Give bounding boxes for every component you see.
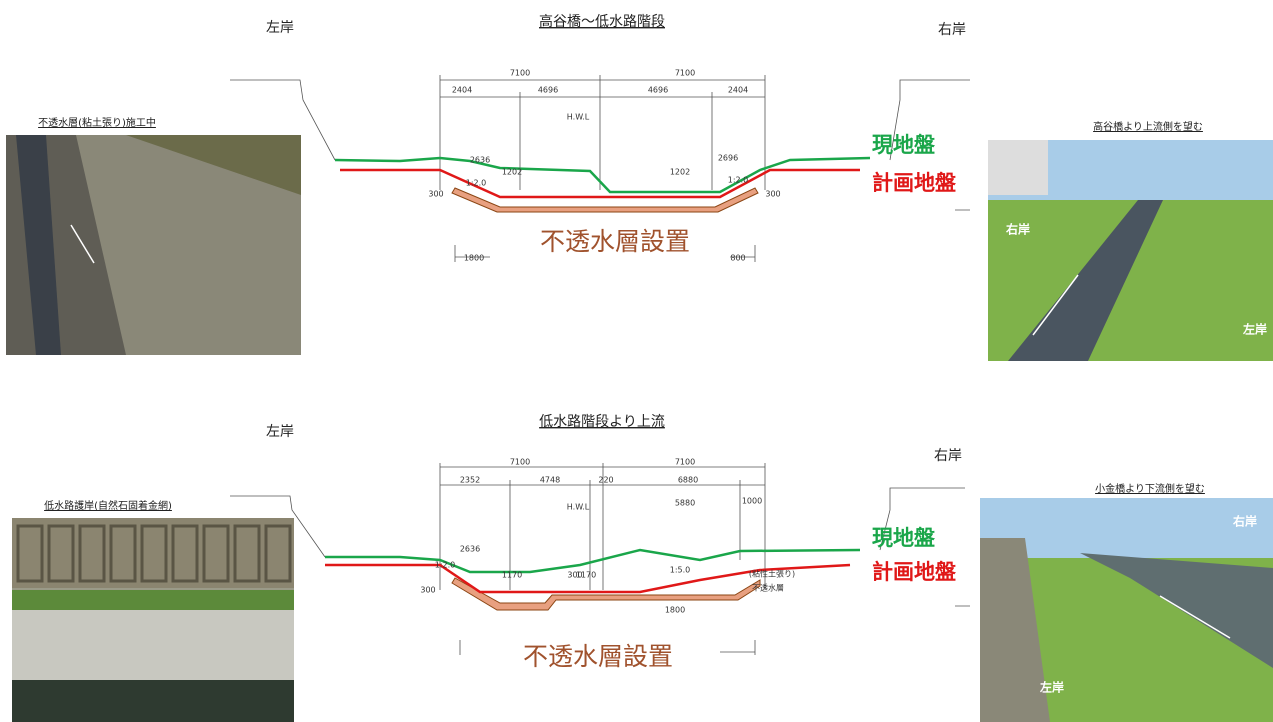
dimension-label: 1000 xyxy=(742,497,762,506)
dimension-label: H.W.L xyxy=(567,113,590,122)
impermeable-layer xyxy=(451,187,759,213)
section-title: 高谷橋～低水路階段 xyxy=(539,13,665,30)
photo-part xyxy=(47,524,75,583)
photo-part xyxy=(12,680,294,722)
bank-label: 左岸 xyxy=(266,20,294,36)
dimension-label: 300 xyxy=(428,190,443,199)
legend-existing: 現地盤 xyxy=(872,526,936,550)
existing-ground xyxy=(325,548,861,574)
arrow xyxy=(1032,274,1079,336)
dimension-label: 4696 xyxy=(538,86,558,95)
dimension-label: 2696 xyxy=(718,154,738,163)
photo-caption: 小金橋より下流側を望む xyxy=(1095,482,1205,495)
photo-part xyxy=(980,498,1273,558)
photo-part xyxy=(12,610,294,680)
dimension-label: 2404 xyxy=(728,86,748,95)
photo-part xyxy=(171,524,199,583)
photo-part xyxy=(16,524,44,583)
photo-part xyxy=(78,524,106,583)
dimension-label: H.W.L xyxy=(567,503,590,512)
photo-part xyxy=(109,524,137,583)
dimension-label: 6880 xyxy=(678,476,698,485)
arrow xyxy=(1159,595,1231,639)
dimension-label: 300 xyxy=(765,190,780,199)
bank-label: 左岸 xyxy=(266,424,294,440)
photo-part xyxy=(16,135,61,355)
dimension-label: 2636 xyxy=(460,545,480,554)
legend-planned: 計画地盤 xyxy=(872,171,957,195)
photo-label: 左岸 xyxy=(1242,322,1267,337)
impermeable-layer xyxy=(451,577,761,611)
existing-ground xyxy=(334,156,871,194)
dimension-label: 2636 xyxy=(470,156,490,165)
photo-part xyxy=(126,135,301,195)
dimension-label: 300 xyxy=(567,571,582,580)
dimension-label: 4748 xyxy=(540,476,560,485)
section-title: 低水路階段より上流 xyxy=(539,414,665,430)
photo-caption: 不透水層(粘土張り)施工中 xyxy=(38,116,156,129)
bank-label: 右岸 xyxy=(934,448,962,464)
dimension-label: 220 xyxy=(598,476,613,485)
dimension-label: 4696 xyxy=(648,86,668,95)
planned-ground xyxy=(325,563,851,594)
layer-label: 不透水層設置 xyxy=(540,227,690,256)
bank-outline xyxy=(230,487,965,558)
dimension-lines xyxy=(439,463,970,655)
photo-caption: 低水路護岸(自然石固着金網) xyxy=(44,499,172,512)
photo-label: 左岸 xyxy=(1039,680,1064,695)
photo-part xyxy=(1008,200,1163,361)
arrow xyxy=(70,224,95,264)
dimension-label: 不透水層 xyxy=(752,583,784,593)
dimension-lines xyxy=(439,75,970,262)
dimension-label: 2352 xyxy=(460,476,480,485)
dimension-label: 5880 xyxy=(675,499,695,508)
dimension-label: 1:2.0 xyxy=(728,176,749,185)
dimension-label: 1202 xyxy=(670,168,690,177)
bank-outline xyxy=(230,79,970,161)
dimension-label: 1:2.0 xyxy=(435,561,456,570)
photo-part xyxy=(233,524,261,583)
layer-label: 不透水層設置 xyxy=(523,642,673,671)
dimension-label: 7100 xyxy=(675,458,695,467)
dimension-label: 1800 xyxy=(464,254,484,263)
dimension-label: 300 xyxy=(420,586,435,595)
dimension-label: 7100 xyxy=(675,69,695,78)
dimension-label: 800 xyxy=(730,254,745,263)
photo-part xyxy=(12,518,294,588)
legend-existing: 現地盤 xyxy=(872,133,936,157)
dimension-label: 7100 xyxy=(510,458,530,467)
photo-label: 右岸 xyxy=(1232,514,1257,529)
photo-caption: 高谷橋より上流側を望む xyxy=(1093,120,1203,133)
dimension-label: 1170 xyxy=(576,571,596,580)
dimension-label: 7100 xyxy=(510,69,530,78)
photo-label: 右岸 xyxy=(1005,222,1030,237)
photo-part xyxy=(140,524,168,583)
dimension-label: (粘性土張り) xyxy=(749,569,795,579)
dimension-label: 1202 xyxy=(502,168,522,177)
planned-ground xyxy=(340,168,860,199)
photo-part xyxy=(988,140,1048,195)
dimension-label: 1800 xyxy=(665,606,685,615)
dimension-label: 1:2.0 xyxy=(466,179,487,188)
photo-part xyxy=(202,524,230,583)
photo-part xyxy=(12,590,294,610)
photo-part xyxy=(264,524,292,583)
legend-planned: 計画地盤 xyxy=(872,560,957,584)
photo-part xyxy=(980,538,1050,722)
bank-label: 右岸 xyxy=(938,22,966,38)
photo-part xyxy=(1080,553,1273,668)
dimension-label: 1170 xyxy=(502,571,522,580)
dimension-label: 1:5.0 xyxy=(670,566,691,575)
dimension-label: 2404 xyxy=(452,86,472,95)
